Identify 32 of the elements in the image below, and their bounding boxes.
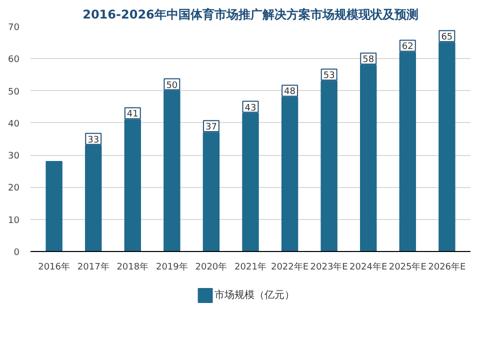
x-tick-label: 2016年 bbox=[38, 262, 70, 272]
y-tick-label: 30 bbox=[8, 152, 20, 162]
x-tick-label: 2018年 bbox=[116, 262, 149, 272]
x-tick-label: 2017年 bbox=[77, 262, 110, 272]
data-label: 50 bbox=[166, 80, 178, 91]
x-tick-label: 2025年E bbox=[388, 262, 427, 272]
x-tick-label: 2019年 bbox=[156, 262, 188, 272]
data-label: 53 bbox=[323, 71, 335, 82]
data-label: 48 bbox=[284, 87, 296, 98]
data-label: 65 bbox=[441, 32, 453, 43]
data-label: 41 bbox=[126, 110, 138, 120]
legend-label: 市场规模（亿元） bbox=[214, 289, 294, 301]
x-tick-label: 2023年E bbox=[310, 262, 348, 272]
x-tick-label: 2022年E bbox=[270, 262, 309, 272]
data-label: 43 bbox=[244, 103, 256, 114]
y-tick-label: 40 bbox=[8, 119, 20, 130]
chart-title: 2016-2026年中国体育市场推广解决方案市场规模现状及预测 bbox=[82, 8, 418, 22]
data-label: 58 bbox=[362, 55, 374, 66]
y-tick-label: 10 bbox=[8, 216, 20, 226]
y-tick-label: 60 bbox=[8, 55, 20, 66]
y-tick-label: 50 bbox=[8, 87, 20, 98]
x-tick-label: 2026年E bbox=[428, 262, 466, 272]
bar bbox=[46, 161, 62, 252]
data-label: 62 bbox=[402, 42, 414, 52]
data-label: 33 bbox=[88, 135, 100, 146]
x-tick-label: 2020年 bbox=[195, 262, 228, 272]
data-label: 37 bbox=[205, 122, 217, 133]
x-tick-label: 2024年E bbox=[350, 262, 388, 272]
y-tick-label: 20 bbox=[8, 184, 20, 194]
y-tick-label: 70 bbox=[8, 23, 20, 33]
x-tick-label: 2021年 bbox=[234, 262, 266, 272]
y-tick-label: 0 bbox=[14, 248, 20, 258]
